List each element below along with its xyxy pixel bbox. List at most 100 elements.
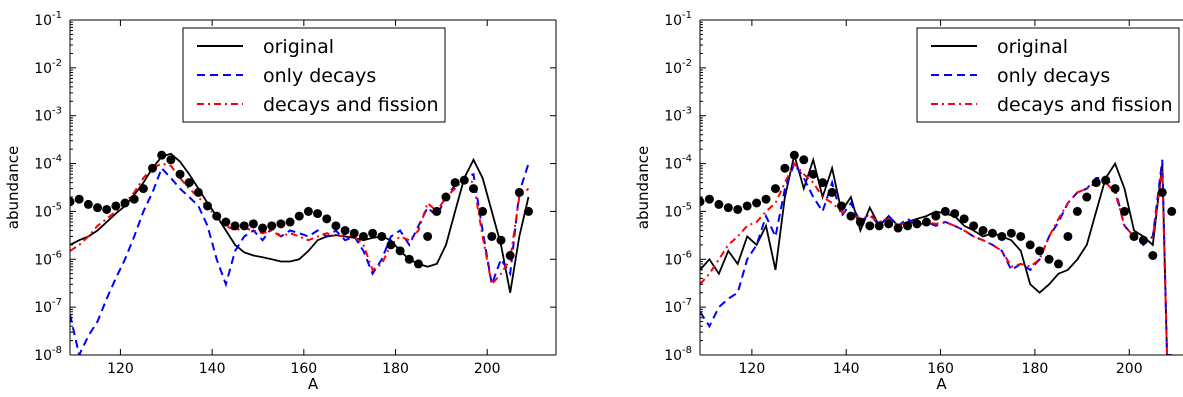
marker-point [83,199,93,209]
marker-point [837,201,847,211]
x-tick-label: 160 [927,361,954,377]
marker-point [704,194,714,204]
plot-area [700,150,1177,355]
y-tick-label: 10-7 [664,297,692,316]
marker-point [487,231,497,241]
series-line-decays-and-fission [700,161,1172,355]
marker-point [102,204,112,214]
marker-point [111,201,121,211]
marker-point [1006,228,1016,238]
y-tick-label: 10-3 [664,106,692,125]
marker-point [248,219,258,229]
x-tick-label: 180 [1022,361,1049,377]
marker-point [1148,250,1158,260]
y-tick-label: 10-6 [34,249,62,268]
marker-point [303,206,313,216]
marker-point [523,206,533,216]
legend: original only decays decays and fission [916,27,1180,123]
marker-point [358,231,368,241]
x-tick-label: 120 [739,361,766,377]
chart-panel-1: 120 140 160 180 200 10-8 10-7 10-6 10-5 10-4 10-3 1… [4,10,557,393]
y-axis-label: abundance [4,146,22,229]
marker-point [1101,175,1111,185]
y-axis-label: abundance [634,146,652,229]
marker-point [1053,259,1063,269]
marker-point [148,163,158,173]
marker-point [423,231,433,241]
y-tick-label: 10-4 [34,154,62,173]
chart-panel-2: 120 140 160 180 200 10-8 10-7 10-6 10-5 10-4 10-3 1… [634,10,1183,393]
marker-point [1091,178,1101,188]
series-line-decays-and-fission [70,162,530,287]
marker-point [212,211,222,221]
marker-point [1016,231,1026,241]
y-tick-label: 10-8 [34,345,62,364]
marker-point [978,225,988,235]
marker-point [377,231,387,241]
marker-point [1129,231,1139,241]
marker-point [1138,235,1148,245]
x-axis-label: A [936,375,947,393]
marker-point [846,211,856,221]
plot-area [70,150,533,355]
marker-point [1044,254,1054,264]
x-tick-label: 160 [290,361,317,377]
marker-point [874,221,884,231]
marker-point [1025,240,1035,250]
x-tick-label: 140 [199,361,226,377]
y-tick-label: 10-7 [34,297,62,316]
legend-entry: original [263,36,334,58]
marker-point [331,221,341,231]
y-tick-label: 10-5 [664,201,692,220]
series-line-only-decays [700,159,1172,355]
marker-point [789,150,799,160]
x-tick-label: 200 [474,361,501,377]
marker-point [808,169,818,179]
marker-point [258,223,268,233]
marker-point [468,184,478,194]
y-tick-label: 10-8 [664,345,692,364]
legend-entry: original [997,36,1068,58]
series-line-only-decays [70,163,530,355]
marker-point [441,192,451,202]
marker-point [1157,187,1167,197]
marker-point [70,197,75,207]
marker-point [761,194,771,204]
legend-entry: decays and fission [263,94,439,116]
marker-point [912,219,922,229]
marker-point [432,206,442,216]
marker-point [395,246,405,256]
x-tick-label: 180 [382,361,409,377]
marker-point [742,201,752,211]
y-tick-label: 10-2 [664,58,692,77]
marker-point [855,217,865,227]
marker-point [987,228,997,238]
marker-point [340,225,350,235]
y-tick-label: 10-2 [34,58,62,77]
marker-point [893,223,903,233]
marker-point [827,187,837,197]
marker-point [714,199,724,209]
marker-point [285,217,295,227]
marker-point [770,184,780,194]
marker-point [276,219,286,229]
x-tick-label: 120 [107,361,134,377]
marker-point [799,155,809,165]
marker-point [322,214,332,224]
marker-point [203,201,213,211]
marker-point [478,206,488,216]
marker-point [294,211,304,221]
marker-point [368,228,378,238]
marker-point [514,187,524,197]
marker-point [733,204,743,214]
marker-point [450,178,460,188]
marker-point [93,203,103,213]
marker-point [129,194,139,204]
marker-point [903,221,913,231]
marker-point [459,175,469,185]
marker-point [752,198,762,208]
marker-point [349,228,359,238]
marker-point [969,221,979,231]
legend-entry: only decays [263,65,376,87]
marker-point [1167,206,1177,216]
